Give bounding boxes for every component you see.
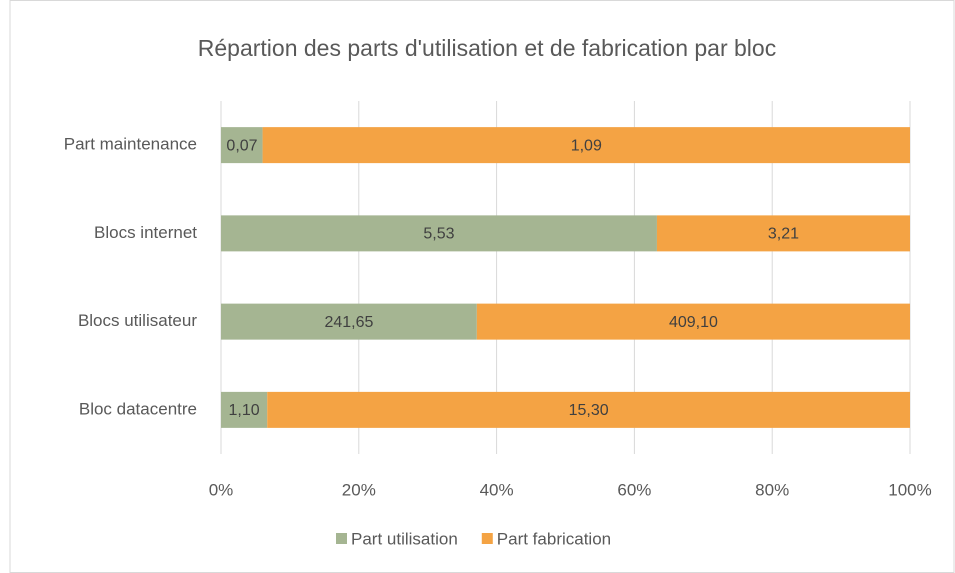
data-label: 241,65 (324, 314, 373, 331)
bar-segment (221, 391, 268, 428)
y-tick-label: Blocs utilisateur (78, 311, 197, 330)
x-tick-label: 40% (480, 480, 514, 499)
legend-swatch (336, 533, 347, 544)
x-tick-label: 80% (755, 480, 789, 499)
y-tick-label: Part maintenance (64, 135, 197, 154)
legend-label: Part utilisation (351, 529, 458, 548)
bar-segment (221, 127, 263, 164)
x-tick-label: 100% (888, 480, 931, 499)
bar-segment (262, 127, 910, 164)
data-label: 5,53 (423, 226, 454, 243)
legend-label: Part fabrication (497, 529, 611, 548)
data-label: 15,30 (569, 402, 609, 419)
y-tick-label: Blocs internet (94, 223, 197, 242)
legend-swatch (481, 533, 493, 544)
x-tick-label: 60% (617, 480, 651, 499)
data-label: 1,10 (229, 402, 260, 419)
chart-border (9, 0, 955, 573)
bar-segment (221, 215, 657, 252)
chart-title: Répartion des parts d'utilisation et de … (198, 35, 776, 61)
x-tick-label: 0% (209, 480, 234, 499)
bar-segment (267, 391, 911, 428)
bar-segment (476, 303, 910, 340)
x-tick-label: 20% (342, 480, 376, 499)
data-label: 409,10 (669, 314, 718, 331)
data-label: 3,21 (768, 226, 799, 243)
bar-segment (221, 303, 477, 340)
y-tick-label: Bloc datacentre (79, 399, 197, 418)
data-label: 0,07 (226, 137, 257, 154)
bar-segment (656, 215, 910, 252)
data-label: 1,09 (571, 137, 602, 154)
